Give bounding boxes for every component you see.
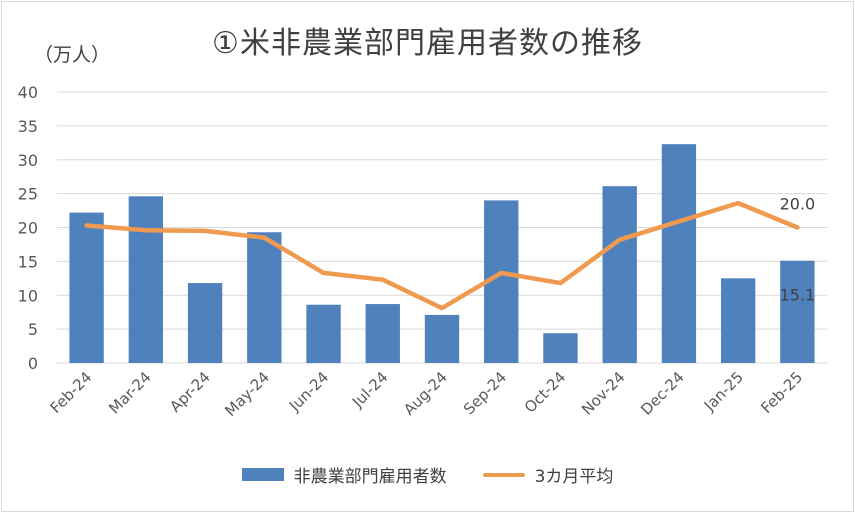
legend: 非農業部門雇用者数 3カ月平均 (0, 462, 855, 487)
bar (780, 260, 815, 363)
legend-line-label: 3カ月平均 (534, 467, 614, 487)
bar-series (69, 144, 815, 363)
x-tick-label: May-24 (221, 368, 273, 420)
x-tick-label: Apr-24 (166, 368, 214, 416)
bar (306, 304, 341, 363)
y-tick-label: 15 (18, 252, 38, 271)
x-tick-label: Jan-25 (700, 368, 747, 415)
y-tick-label: 5 (28, 320, 38, 339)
y-tick-label: 35 (18, 117, 38, 136)
bar (128, 196, 164, 363)
x-tick-label: Feb-25 (757, 368, 806, 417)
legend-line-swatch (482, 472, 525, 477)
x-tick-label: Dec-24 (637, 368, 688, 419)
x-tick-label: Jun-24 (285, 368, 332, 415)
legend-bar-label: 非農業部門雇用者数 (293, 467, 447, 487)
x-tick-label: Mar-24 (105, 368, 154, 417)
y-tick-label: 0 (28, 354, 38, 373)
y-tick-label: 25 (18, 185, 38, 204)
gridlines (57, 91, 827, 364)
bar (247, 232, 282, 363)
legend-item-line: 3カ月平均 (482, 462, 614, 487)
y-tick-label: 30 (18, 151, 38, 170)
bar (720, 278, 756, 363)
x-tick-label: Feb-24 (47, 368, 96, 417)
line-series (84, 200, 800, 311)
x-tick-label: Sep-24 (460, 368, 510, 418)
data-label: 20.0 (780, 195, 816, 214)
legend-item-bars: 非農業部門雇用者数 (241, 462, 447, 487)
data-label: 15.1 (780, 286, 816, 305)
x-tick-label: Oct-24 (521, 368, 569, 416)
bar (69, 212, 104, 363)
x-tick-labels: Feb-24 Mar-24 Apr-24 May-24 Jun-24 Jul-24 Aug-… (47, 368, 807, 420)
bar (424, 314, 460, 363)
chart-title: ①米非農業部門雇用者数の推移 (212, 26, 643, 61)
x-tick-label: Jul-24 (348, 368, 392, 412)
y-tick-label: 10 (18, 286, 38, 305)
y-tick-label: 20 (18, 219, 38, 238)
bar (187, 283, 223, 363)
bar (661, 144, 697, 363)
data-labels: 20.0 15.1 (780, 195, 816, 305)
bar (543, 333, 578, 363)
legend-bar-swatch (241, 468, 284, 481)
x-tick-label: Nov-24 (578, 368, 628, 418)
y-tick-label: 40 (18, 83, 38, 102)
y-axis-unit-label: （万人） (34, 44, 111, 66)
x-tick-label: Aug-24 (400, 368, 451, 419)
y-tick-labels: 0 5 10 15 20 25 30 35 40 (18, 83, 38, 373)
bar (365, 304, 400, 363)
bar (602, 186, 637, 363)
